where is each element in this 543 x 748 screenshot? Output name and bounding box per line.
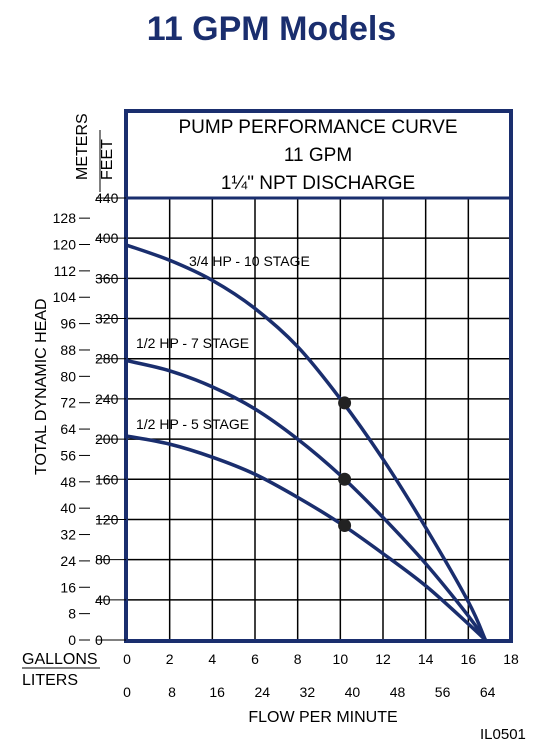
curve-label-1-2hp-7-stage: 1/2 HP - 7 STAGE xyxy=(136,335,249,351)
chart-title-line-1: PUMP PERFORMANCE CURVE xyxy=(178,117,457,138)
x-tick-label-gallons: 2 xyxy=(166,651,174,667)
chart-markers xyxy=(338,396,352,532)
chart-grid xyxy=(127,198,511,640)
y-tick-label-meters: 16 xyxy=(60,579,76,595)
y-tick-label-meters: 32 xyxy=(60,527,76,543)
x-tick-label-gallons: 4 xyxy=(208,651,216,667)
page-title: 11 GPM Models xyxy=(146,10,397,48)
y-tick-label-meters: 96 xyxy=(60,316,76,332)
curve-series-2 xyxy=(125,434,488,642)
operating-point-2 xyxy=(338,518,352,532)
y-tick-label-meters: 0 xyxy=(68,632,76,648)
x-tick-label-liters: 8 xyxy=(168,684,176,700)
curve-label-3-4hp-10-stage: 3/4 HP - 10 STAGE xyxy=(189,253,310,269)
y-tick-label-meters: 64 xyxy=(60,421,76,437)
y-tick-label-meters: 8 xyxy=(68,606,76,622)
y-tick-label-meters: 80 xyxy=(60,368,76,384)
x-tick-label-gallons: 0 xyxy=(123,651,131,667)
y-tick-label-meters: 128 xyxy=(53,210,77,226)
x-tick-label-gallons: 10 xyxy=(333,651,349,667)
figure-code: IL0501 xyxy=(480,726,526,743)
y-tick-label-meters: 72 xyxy=(60,395,76,411)
y-axis-meters-ticks: 0 8 16 24 32 40 48 56 64 72 80 88 96 104 112 120 128 xyxy=(53,210,90,648)
x-axis-gallons-label: GALLONS xyxy=(22,651,98,668)
y-tick-label-meters: 88 xyxy=(60,342,76,358)
x-tick-label-liters: 40 xyxy=(345,684,361,700)
x-tick-label-liters: 16 xyxy=(209,684,225,700)
chart-header: PUMP PERFORMANCE CURVE 11 GPM 1¼" NPT DI… xyxy=(178,117,457,194)
chart-frame xyxy=(124,109,513,643)
operating-point-1 xyxy=(338,472,352,486)
chart-title-line-2: 11 GPM xyxy=(284,145,352,166)
x-tick-label-gallons: 16 xyxy=(461,651,477,667)
x-axis-gallons-ticks: 0 2 4 6 8 10 12 14 16 18 xyxy=(123,651,519,667)
x-tick-label-gallons: 18 xyxy=(503,651,519,667)
y-axis-feet-label: FEET xyxy=(99,139,116,180)
x-tick-label-gallons: 14 xyxy=(418,651,434,667)
x-tick-label-gallons: 6 xyxy=(251,651,259,667)
y-tick-label-meters: 112 xyxy=(54,263,77,279)
operating-point-0 xyxy=(338,396,352,410)
y-axis-meters-label: METERS xyxy=(74,113,91,180)
y-tick-label-meters: 120 xyxy=(53,237,77,253)
chart-title-line-3: 1¼" NPT DISCHARGE xyxy=(221,173,415,194)
x-tick-label-liters: 24 xyxy=(254,684,270,700)
x-tick-label-liters: 0 xyxy=(123,684,131,700)
y-axis-title: TOTAL DYNAMIC HEAD xyxy=(33,298,50,475)
curve-series-1 xyxy=(125,358,488,642)
x-tick-label-liters: 56 xyxy=(435,684,451,700)
x-tick-label-liters: 48 xyxy=(390,684,406,700)
y-tick-label-meters: 104 xyxy=(53,289,77,305)
x-tick-label-gallons: 12 xyxy=(375,651,391,667)
x-tick-label-liters: 64 xyxy=(480,684,496,700)
y-tick-label-meters: 48 xyxy=(60,474,76,490)
y-tick-label-meters: 56 xyxy=(60,447,76,463)
x-tick-label-gallons: 8 xyxy=(294,651,302,667)
chart-curves xyxy=(125,243,488,642)
y-tick-label-meters: 40 xyxy=(60,500,76,516)
x-tick-label-liters: 32 xyxy=(300,684,316,700)
curve-series-0 xyxy=(125,243,488,642)
x-axis-liters-ticks: 0 8 16 24 32 40 48 56 64 xyxy=(123,684,496,700)
y-tick-label-meters: 24 xyxy=(60,553,76,569)
x-axis-title: FLOW PER MINUTE xyxy=(248,709,397,726)
curve-label-1-2hp-5-stage: 1/2 HP - 5 STAGE xyxy=(136,416,249,432)
x-axis-liters-label: LITERS xyxy=(22,672,78,689)
